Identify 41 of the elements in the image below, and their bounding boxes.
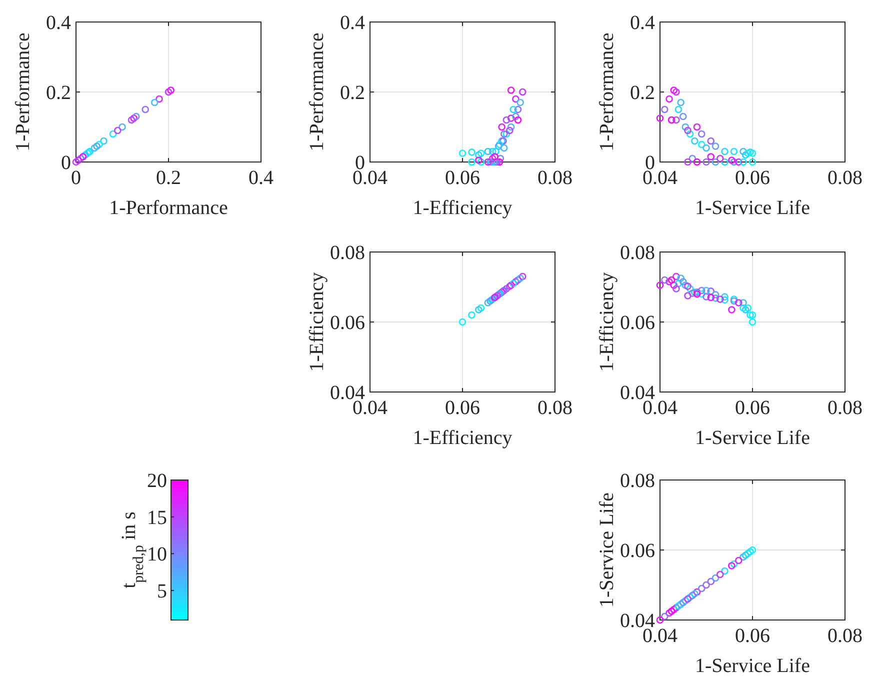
- x-axis-title: 1-Efficiency: [412, 197, 512, 219]
- x-tick-label: 0.4: [248, 167, 274, 189]
- y-tick-label: 0.08: [620, 242, 655, 264]
- color-bar-label: 10: [147, 544, 167, 566]
- x-tick-label: 0.08: [828, 625, 862, 647]
- y-axis-title: 1-Efficiency: [596, 272, 618, 372]
- y-axis-title: 1-Performance: [306, 32, 328, 152]
- x-axis-title: 1-Service Life: [695, 197, 810, 219]
- x-axis-title: 1-Service Life: [695, 655, 810, 677]
- y-tick-label: 0.08: [330, 242, 365, 264]
- color-bar-label: 20: [147, 470, 167, 492]
- y-tick-label: 0.06: [330, 312, 365, 334]
- y-tick-label: 0.2: [340, 82, 365, 104]
- y-axis-title: 1-Performance: [596, 32, 618, 152]
- y-axis-title: 1-Performance: [12, 32, 34, 152]
- y-axis-title: 1-Service Life: [596, 492, 618, 608]
- x-tick-label: 0.08: [828, 167, 862, 189]
- x-tick-label: 0.06: [445, 397, 480, 419]
- y-tick-label: 0.4: [630, 12, 655, 34]
- y-axis-title: 1-Efficiency: [306, 272, 328, 372]
- x-axis-title: 1-Service Life: [695, 427, 810, 449]
- x-tick-label: 0.08: [538, 397, 572, 419]
- y-tick-label: 0.06: [620, 312, 655, 334]
- x-tick-label: 0.2: [156, 167, 181, 189]
- x-tick-label: 0.06: [735, 397, 770, 419]
- x-tick-label: 0.06: [735, 167, 770, 189]
- x-tick-label: 0.08: [828, 397, 862, 419]
- y-tick-label: 0.2: [630, 82, 655, 104]
- color-bar-label: 15: [147, 506, 167, 529]
- y-tick-label: 0: [61, 152, 71, 174]
- y-tick-label: 0.2: [46, 82, 71, 104]
- y-tick-label: 0.06: [620, 540, 655, 562]
- x-tick-label: 0.06: [445, 167, 480, 189]
- y-tick-label: 0.4: [340, 12, 365, 34]
- color-bar-label: 5: [157, 580, 167, 603]
- y-tick-label: 0.4: [46, 12, 71, 34]
- y-tick-label: 0.08: [620, 470, 655, 492]
- x-axis-title: 1-Efficiency: [412, 427, 512, 449]
- x-axis-title: 1-Performance: [109, 197, 228, 219]
- x-tick-label: 0.08: [538, 167, 572, 189]
- x-tick-label: 0.06: [735, 625, 770, 647]
